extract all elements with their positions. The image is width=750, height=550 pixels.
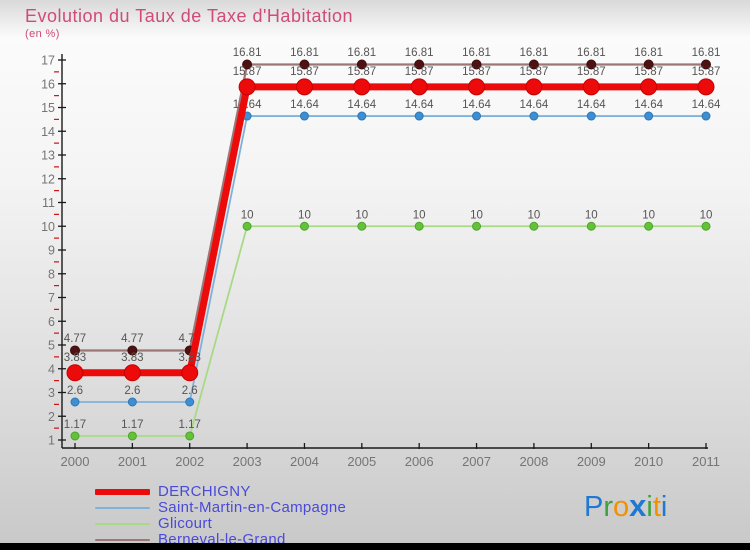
svg-text:2004: 2004 [290,454,319,469]
svg-text:16.81: 16.81 [405,47,434,59]
svg-text:10: 10 [528,209,541,221]
svg-text:3: 3 [48,386,55,400]
svg-text:16.81: 16.81 [520,47,549,59]
svg-text:1: 1 [48,434,55,448]
legend-item-glicourt: Glicourt [95,516,346,532]
svg-text:10: 10 [585,209,598,221]
svg-text:15.87: 15.87 [233,66,262,78]
svg-text:16.81: 16.81 [347,47,376,59]
svg-text:16.81: 16.81 [462,47,491,59]
svg-text:17: 17 [41,54,55,68]
svg-text:14.64: 14.64 [347,99,376,111]
svg-text:6: 6 [48,315,55,329]
svg-text:7: 7 [48,291,55,305]
svg-text:12: 12 [41,172,55,186]
logo-letter: r [603,491,614,523]
svg-text:10: 10 [298,209,311,221]
svg-text:14.64: 14.64 [462,99,491,111]
svg-text:10: 10 [642,209,655,221]
svg-text:10: 10 [470,209,483,221]
svg-text:2.6: 2.6 [67,385,83,397]
svg-text:15.87: 15.87 [462,66,491,78]
svg-text:2.6: 2.6 [124,385,140,397]
svg-text:3.83: 3.83 [64,352,86,364]
svg-text:16.81: 16.81 [577,47,606,59]
svg-text:1.17: 1.17 [121,419,143,431]
svg-text:2000: 2000 [61,454,90,469]
svg-text:14.64: 14.64 [692,99,721,111]
svg-text:16.81: 16.81 [692,47,721,59]
legend-item-derchigny: DERCHIGNY [95,484,346,500]
svg-text:15.87: 15.87 [634,66,663,78]
svg-text:16.81: 16.81 [233,47,262,59]
svg-text:9: 9 [48,244,55,258]
svg-text:3.83: 3.83 [179,352,201,364]
logo-letter: i [646,491,653,523]
svg-text:15.87: 15.87 [405,66,434,78]
svg-text:10: 10 [41,220,55,234]
svg-text:15.87: 15.87 [577,66,606,78]
svg-text:14.64: 14.64 [405,99,434,111]
svg-text:10: 10 [355,209,368,221]
svg-text:14.64: 14.64 [634,99,663,111]
legend-label-glicourt: Glicourt [158,515,213,532]
svg-text:14: 14 [41,125,55,139]
logo-letter: x [629,488,647,523]
legend-swatch-berneval [95,539,150,541]
svg-text:15: 15 [41,101,55,115]
svg-text:15.87: 15.87 [347,66,376,78]
svg-text:15.87: 15.87 [520,66,549,78]
legend-label-derchigny: DERCHIGNY [158,483,251,500]
logo-letter: t [652,491,661,523]
page-subtitle: (en %) [25,28,60,40]
svg-text:1.17: 1.17 [179,419,201,431]
logo-letter: o [613,491,630,523]
svg-text:4: 4 [48,362,55,376]
legend-swatch-glicourt [95,523,150,525]
svg-text:16.81: 16.81 [634,47,663,59]
legend-label-saint-martin: Saint-Martin-en-Campagne [158,499,347,516]
svg-text:13: 13 [41,149,55,163]
svg-text:2010: 2010 [634,454,663,469]
svg-text:10: 10 [700,209,713,221]
svg-text:16: 16 [41,77,55,91]
svg-text:4.77: 4.77 [121,333,143,345]
svg-text:5: 5 [48,339,55,353]
svg-text:15.87: 15.87 [692,66,721,78]
logo-letter: P [584,491,604,523]
svg-text:14.64: 14.64 [290,99,319,111]
svg-text:16.81: 16.81 [290,47,319,59]
svg-text:14.64: 14.64 [577,99,606,111]
proxiti-logo: Proxiti [584,488,667,524]
svg-text:1.17: 1.17 [64,419,86,431]
svg-text:2006: 2006 [405,454,434,469]
legend-item-saint-martin: Saint-Martin-en-Campagne [95,500,346,516]
svg-text:14.64: 14.64 [520,99,549,111]
svg-text:2008: 2008 [519,454,548,469]
legend-swatch-saint-martin [95,507,150,509]
svg-text:8: 8 [48,267,55,281]
bottom-bar [0,543,750,550]
logo-letter: i [660,491,668,523]
svg-text:2005: 2005 [347,454,376,469]
svg-text:2: 2 [48,410,55,424]
chart-legend: DERCHIGNY Saint-Martin-en-Campagne Glico… [95,484,346,548]
svg-text:2003: 2003 [233,454,262,469]
svg-text:10: 10 [241,209,254,221]
svg-text:11: 11 [42,196,55,210]
legend-swatch-derchigny [95,489,150,495]
svg-text:2009: 2009 [577,454,606,469]
svg-text:2.6: 2.6 [182,385,198,397]
svg-text:10: 10 [413,209,426,221]
svg-text:2001: 2001 [118,454,147,469]
svg-text:3.83: 3.83 [121,352,143,364]
svg-text:15.87: 15.87 [290,66,319,78]
svg-text:2011: 2011 [692,454,720,469]
svg-text:4.77: 4.77 [64,333,86,345]
page-title: Evolution du Taux de Taxe d'Habitation [25,6,353,26]
svg-text:2007: 2007 [462,454,491,469]
svg-text:2002: 2002 [175,454,204,469]
